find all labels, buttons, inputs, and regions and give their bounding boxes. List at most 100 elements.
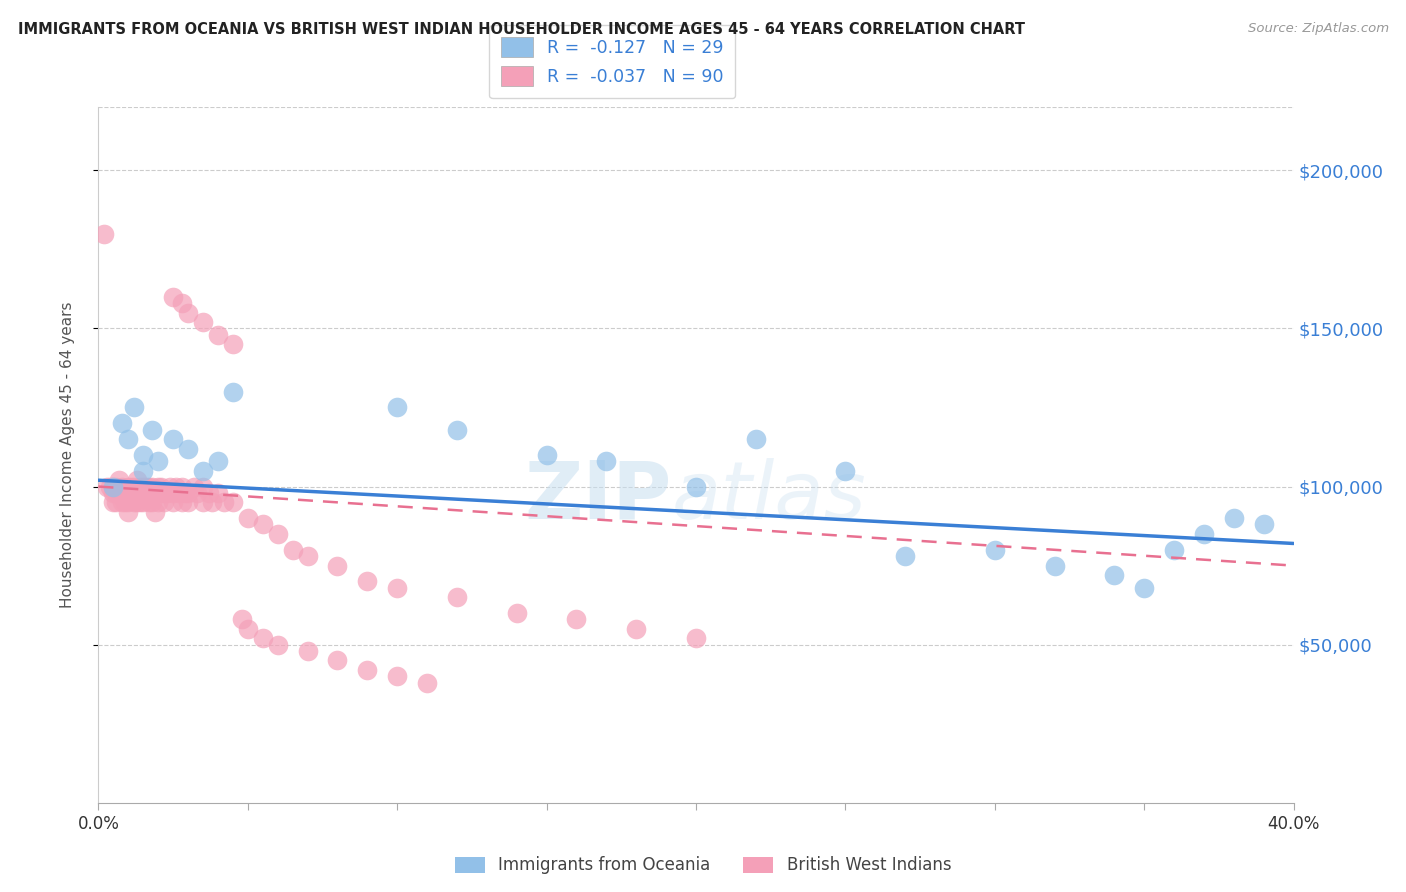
Point xyxy=(138,495,160,509)
Point xyxy=(124,401,146,415)
Point xyxy=(326,558,349,573)
Text: atlas: atlas xyxy=(672,458,868,536)
Point xyxy=(127,473,149,487)
Point xyxy=(117,495,139,509)
Point xyxy=(416,675,439,690)
Point xyxy=(129,495,152,509)
Point xyxy=(117,486,139,500)
Point xyxy=(207,454,229,468)
Point xyxy=(201,495,224,509)
Point xyxy=(93,227,115,241)
Point xyxy=(132,486,155,500)
Point xyxy=(165,479,187,493)
Point xyxy=(834,464,856,478)
Point xyxy=(222,384,245,399)
Y-axis label: Householder Income Ages 45 - 64 years: Householder Income Ages 45 - 64 years xyxy=(60,301,75,608)
Point xyxy=(162,486,184,500)
Point xyxy=(96,479,118,493)
Point xyxy=(1192,527,1215,541)
Point xyxy=(105,486,128,500)
Point xyxy=(141,495,163,509)
Point xyxy=(385,581,409,595)
Point xyxy=(103,486,125,500)
Point xyxy=(207,327,229,342)
Point xyxy=(252,632,274,646)
Point xyxy=(117,432,139,446)
Point xyxy=(356,574,378,589)
Point xyxy=(98,479,122,493)
Point xyxy=(167,486,190,500)
Point xyxy=(153,495,176,509)
Point xyxy=(177,486,200,500)
Point xyxy=(143,505,166,519)
Point xyxy=(446,591,468,605)
Point xyxy=(207,486,229,500)
Point xyxy=(132,448,155,462)
Point xyxy=(191,495,214,509)
Point xyxy=(143,486,166,500)
Point xyxy=(222,495,245,509)
Point xyxy=(685,479,707,493)
Point xyxy=(177,495,200,509)
Point xyxy=(252,517,274,532)
Point xyxy=(108,473,131,487)
Point xyxy=(297,644,319,658)
Point xyxy=(1043,558,1066,573)
Point xyxy=(138,479,160,493)
Point xyxy=(172,479,194,493)
Point xyxy=(127,495,149,509)
Point xyxy=(984,542,1007,557)
Point xyxy=(117,479,139,493)
Point xyxy=(198,486,221,500)
Point xyxy=(127,486,149,500)
Point xyxy=(356,663,378,677)
Point xyxy=(148,479,170,493)
Point xyxy=(153,486,176,500)
Point xyxy=(120,479,142,493)
Point xyxy=(685,632,707,646)
Point xyxy=(105,495,128,509)
Point xyxy=(111,495,134,509)
Point xyxy=(297,549,319,563)
Point xyxy=(177,305,200,319)
Legend: R =  -0.127   N = 29, R =  -0.037   N = 90: R = -0.127 N = 29, R = -0.037 N = 90 xyxy=(489,25,735,98)
Point xyxy=(120,486,142,500)
Point xyxy=(108,486,131,500)
Point xyxy=(385,401,409,415)
Point xyxy=(124,495,146,509)
Point xyxy=(745,432,768,446)
Point xyxy=(191,464,214,478)
Point xyxy=(103,495,125,509)
Point xyxy=(236,622,259,636)
Point xyxy=(148,486,170,500)
Point xyxy=(135,486,157,500)
Point xyxy=(177,442,200,456)
Point xyxy=(385,669,409,683)
Point xyxy=(141,479,163,493)
Point xyxy=(536,448,558,462)
Point xyxy=(172,296,194,310)
Point xyxy=(191,479,214,493)
Point xyxy=(1163,542,1185,557)
Point xyxy=(1104,568,1126,582)
Point xyxy=(117,505,139,519)
Point xyxy=(141,423,163,437)
Point xyxy=(1133,581,1156,595)
Point xyxy=(222,337,245,351)
Point xyxy=(159,479,181,493)
Point xyxy=(105,479,128,493)
Point xyxy=(326,653,349,667)
Point xyxy=(267,527,290,541)
Point xyxy=(132,464,155,478)
Point xyxy=(148,454,170,468)
Point xyxy=(186,486,208,500)
Point xyxy=(174,486,197,500)
Point xyxy=(150,479,173,493)
Point xyxy=(132,479,155,493)
Point xyxy=(135,479,157,493)
Point xyxy=(595,454,617,468)
Point xyxy=(162,432,184,446)
Point xyxy=(162,290,184,304)
Point xyxy=(114,495,136,509)
Point xyxy=(626,622,648,636)
